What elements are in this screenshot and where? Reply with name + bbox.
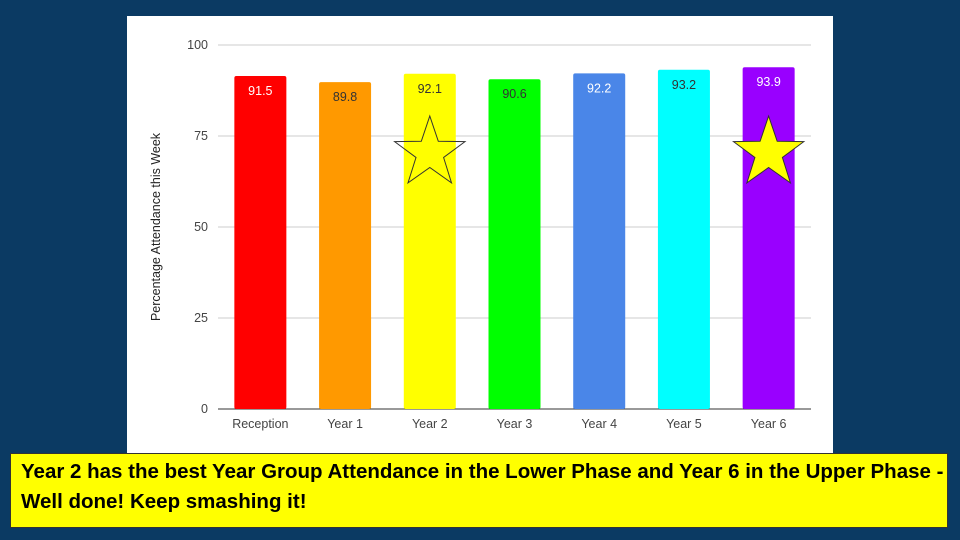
data-label: 92.1 bbox=[418, 82, 442, 96]
x-tick-label: Year 6 bbox=[751, 417, 787, 431]
bar-year-2 bbox=[403, 73, 456, 410]
bar-year-4 bbox=[573, 73, 626, 409]
chart-panel: 0 25 50 75 100 Percentage Attendance this Wee… bbox=[127, 16, 833, 456]
data-label: 93.2 bbox=[672, 78, 696, 92]
bar-year-1 bbox=[319, 82, 372, 410]
y-axis-label: Percentage Attendance this Week bbox=[149, 132, 163, 321]
x-tick-label: Year 2 bbox=[412, 417, 448, 431]
data-label: 91.5 bbox=[248, 84, 272, 98]
x-tick-label: Year 1 bbox=[327, 417, 363, 431]
star-icon bbox=[732, 114, 806, 185]
y-tick-label: 100 bbox=[187, 38, 208, 52]
data-label: 89.8 bbox=[333, 90, 357, 104]
message-banner: Year 2 has the best Year Group Attendanc… bbox=[10, 453, 948, 528]
y-tick-label: 50 bbox=[194, 220, 208, 234]
x-tick-label: Year 4 bbox=[581, 417, 617, 431]
bar-reception bbox=[234, 75, 287, 409]
x-tick-label: Year 5 bbox=[666, 417, 702, 431]
data-label: 90.6 bbox=[502, 87, 526, 101]
x-tick-label: Reception bbox=[232, 417, 288, 431]
y-tick-label: 75 bbox=[194, 129, 208, 143]
x-tick-label: Year 3 bbox=[497, 417, 533, 431]
bar-chart: 0 25 50 75 100 Percentage Attendance this Wee… bbox=[149, 38, 811, 431]
y-tick-label: 25 bbox=[194, 311, 208, 325]
star-icon bbox=[393, 114, 467, 185]
data-label: 93.9 bbox=[756, 75, 780, 89]
y-tick-label: 0 bbox=[201, 402, 208, 416]
bar-year-3 bbox=[488, 79, 541, 409]
data-label: 92.2 bbox=[587, 81, 611, 95]
bar-year-5 bbox=[657, 69, 710, 409]
